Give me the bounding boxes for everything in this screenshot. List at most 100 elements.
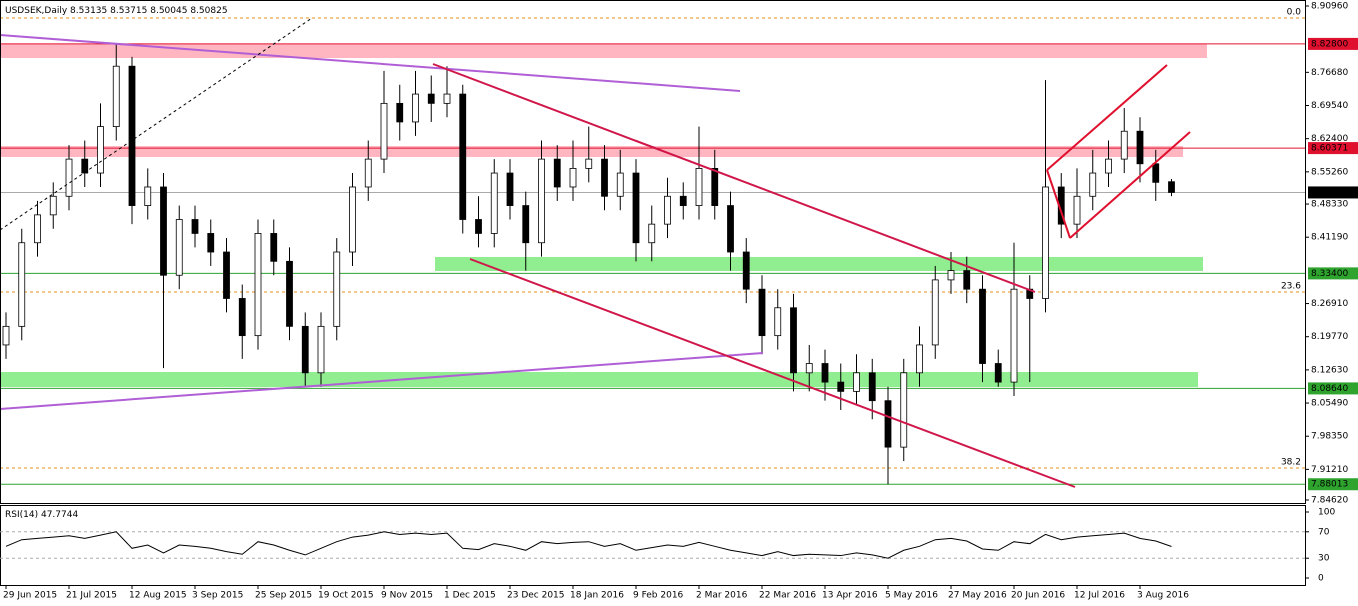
candle-body xyxy=(758,288,766,337)
trend-line xyxy=(0,34,741,92)
rsi-line xyxy=(5,531,1172,559)
candle-body xyxy=(616,172,624,197)
support-zone xyxy=(435,257,1203,271)
y-tick-label: 8.55260 xyxy=(1311,167,1348,177)
fib-base-line xyxy=(0,17,313,231)
level-label: 8.08640 xyxy=(1311,384,1348,394)
fib-label: 23.6 xyxy=(1281,281,1301,291)
candle-body xyxy=(160,186,167,276)
candle-body xyxy=(412,93,419,123)
symbol: USDSEK,Daily xyxy=(5,6,68,16)
candle-body xyxy=(538,158,545,244)
last-low: 8.50045 xyxy=(150,6,187,16)
candle-body xyxy=(396,102,404,123)
candle-body xyxy=(916,344,923,374)
candle-body xyxy=(238,298,246,337)
y-tick-label: 8.41190 xyxy=(1311,233,1348,243)
y-tick-label: 7.84620 xyxy=(1311,496,1348,506)
candle-body xyxy=(97,126,104,174)
level-tag xyxy=(1308,382,1358,395)
last-high: 8.53715 xyxy=(110,6,147,16)
candle-body xyxy=(601,158,608,197)
candle-body xyxy=(585,158,593,169)
level-label: 8.33400 xyxy=(1311,269,1348,279)
candle-body xyxy=(679,195,687,206)
y-tick-label: 8.48330 xyxy=(1311,200,1348,210)
candle-body xyxy=(1089,172,1097,197)
last-open: 8.53135 xyxy=(70,6,107,16)
candle-body xyxy=(805,363,813,374)
candle-body xyxy=(947,270,955,281)
y-tick-label: 8.62400 xyxy=(1311,134,1348,144)
x-tick-label: 25 Sep 2015 xyxy=(255,591,312,601)
candle-body xyxy=(443,93,451,104)
candle-body xyxy=(1010,288,1018,383)
candle-body xyxy=(711,168,719,206)
support-zone xyxy=(0,372,1198,387)
candle-body xyxy=(837,381,845,392)
fib-label: 0.0 xyxy=(1287,7,1302,17)
candle-body xyxy=(380,102,388,160)
x-tick-label: 13 Apr 2016 xyxy=(822,591,878,601)
candle-body xyxy=(1136,130,1144,165)
y-tick-label: 7.91210 xyxy=(1311,465,1348,475)
rsi-tick-label: 70 xyxy=(1318,527,1330,537)
x-tick-label: 23 Dec 2015 xyxy=(507,591,565,601)
rsi-tick-label: 0 xyxy=(1318,574,1324,584)
level-tag xyxy=(1308,478,1358,491)
x-tick-label: 2 Mar 2016 xyxy=(696,591,748,601)
candle-body xyxy=(65,158,73,197)
resistance-zone xyxy=(0,146,1183,157)
last-close: 8.50825 xyxy=(190,6,227,16)
candle-body xyxy=(931,279,939,346)
candle-body xyxy=(490,172,498,234)
candle-body xyxy=(317,325,325,374)
rsi-tick-label: 30 xyxy=(1318,554,1330,564)
current-price-label: 8.50825 xyxy=(1311,188,1348,198)
y-tick-label: 8.90960 xyxy=(1311,2,1348,12)
candle-body xyxy=(884,400,892,448)
candle-body xyxy=(459,93,467,220)
level-label: 8.60371 xyxy=(1311,144,1348,154)
candle-body xyxy=(853,372,860,392)
x-tick-label: 29 Jun 2015 xyxy=(3,591,57,601)
candle-body xyxy=(632,172,640,244)
candle-body xyxy=(349,186,356,253)
level-tag xyxy=(1308,37,1358,50)
candle-body xyxy=(900,372,908,448)
rsi-last: 47.7744 xyxy=(41,510,78,520)
main-frame xyxy=(0,0,1306,504)
trend-line xyxy=(432,63,1036,293)
x-tick-label: 19 Oct 2015 xyxy=(318,591,374,601)
y-tick-label: 7.98350 xyxy=(1311,432,1348,442)
candle-body xyxy=(223,251,230,299)
trend-line xyxy=(0,352,764,410)
candle-body xyxy=(254,233,262,337)
x-tick-label: 5 May 2016 xyxy=(885,591,938,601)
chart-title: USDSEK,Daily 8.53135 8.53715 8.50045 8.5… xyxy=(5,6,228,16)
candle-body xyxy=(742,251,750,290)
candle-body xyxy=(1105,158,1112,174)
candle-body xyxy=(695,168,703,206)
candle-body xyxy=(868,372,876,402)
current-price-tag xyxy=(1308,186,1358,199)
x-tick-label: 3 Sep 2015 xyxy=(192,591,243,601)
x-tick-label: 20 Jun 2016 xyxy=(1011,591,1065,601)
y-tick-label: 8.12630 xyxy=(1311,365,1348,375)
fib-label: 38.2 xyxy=(1281,458,1301,468)
candle-body xyxy=(270,233,278,262)
candle-body xyxy=(475,219,482,234)
candle-body xyxy=(49,195,57,216)
x-tick-label: 1 Dec 2015 xyxy=(444,591,496,601)
candle-body xyxy=(522,205,530,244)
candle-body xyxy=(821,363,829,383)
candle-body xyxy=(506,172,514,206)
candle-body xyxy=(427,93,435,104)
x-tick-label: 22 Mar 2016 xyxy=(759,591,816,601)
level-tag xyxy=(1308,142,1358,155)
resistance-zone xyxy=(0,44,1207,58)
candle-body xyxy=(144,186,152,206)
candle-body xyxy=(1073,195,1081,225)
